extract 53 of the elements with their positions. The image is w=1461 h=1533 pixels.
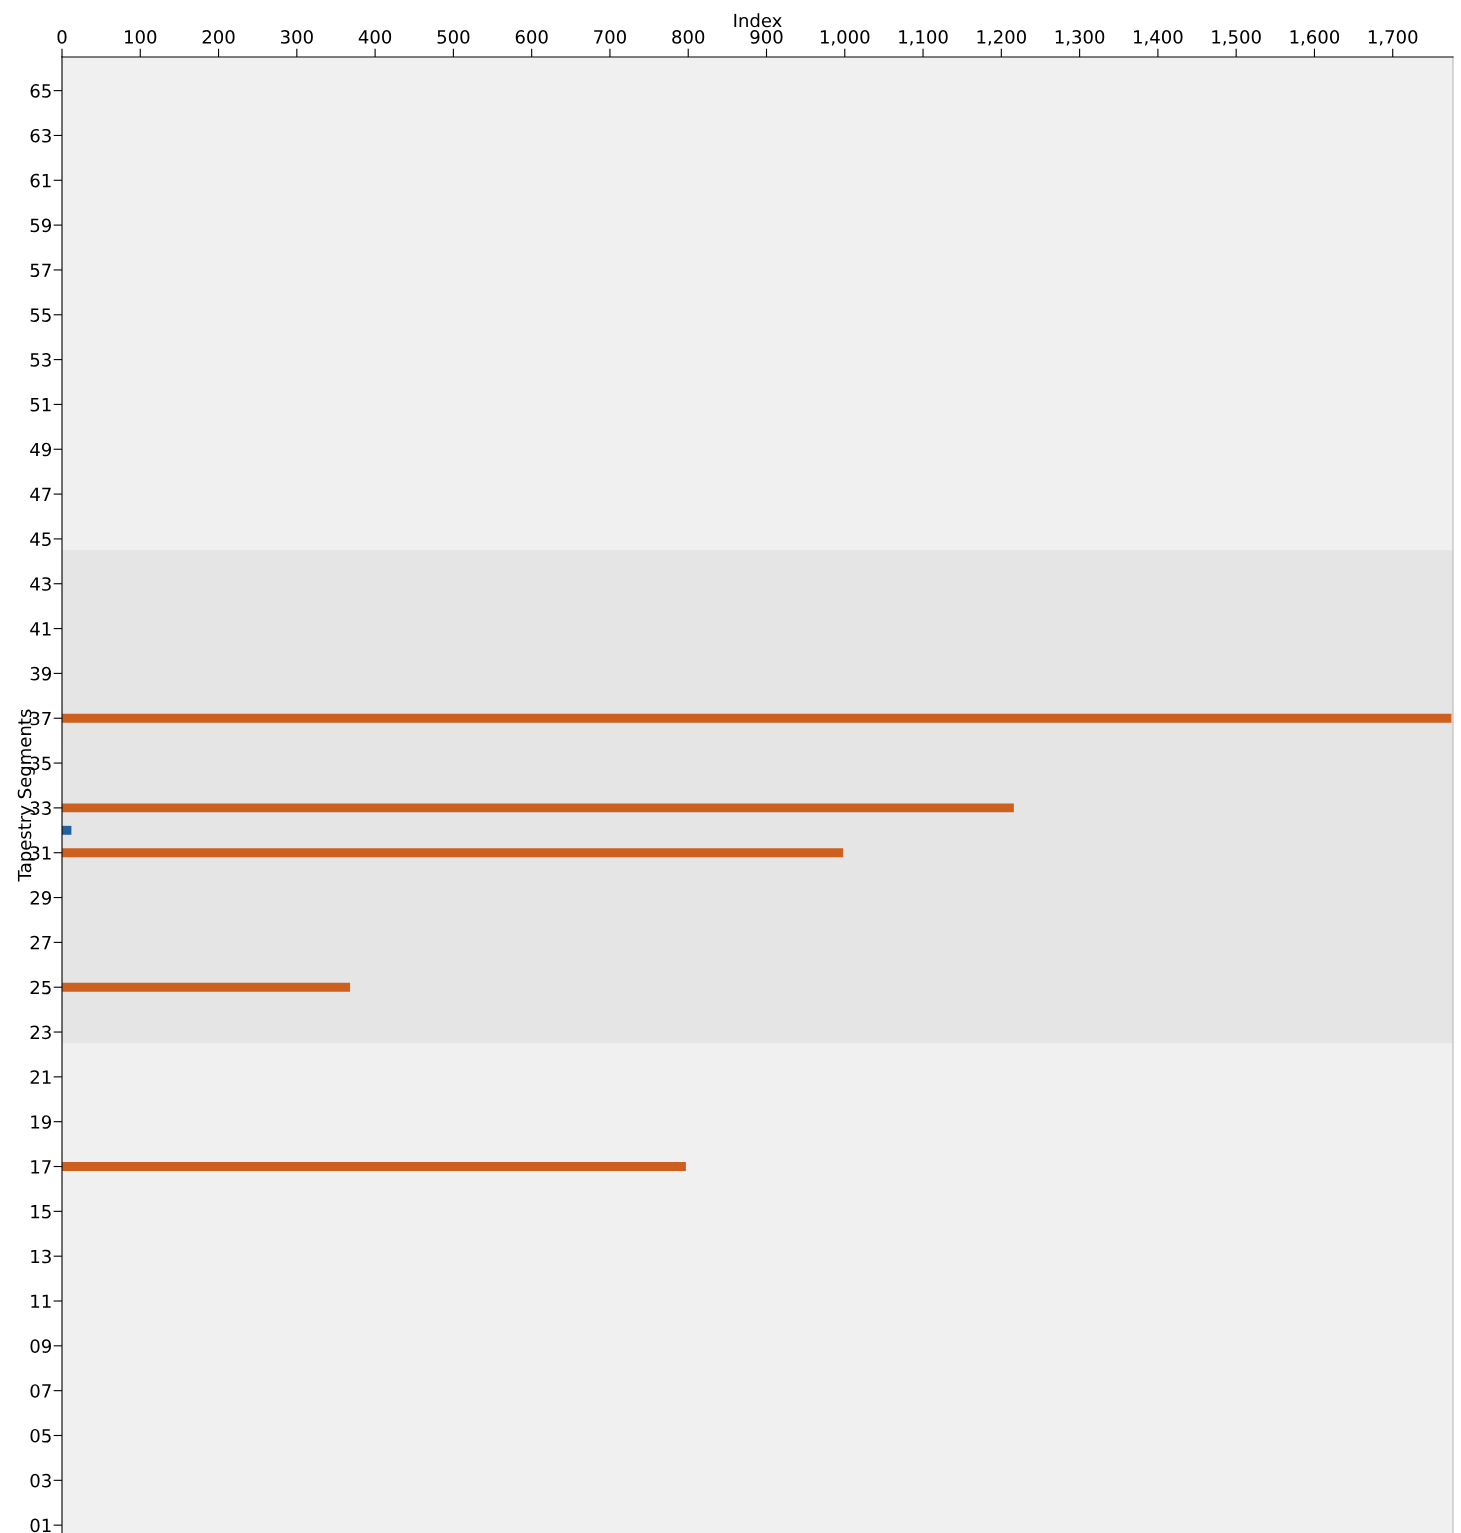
y-tick-label: 57	[30, 263, 51, 278]
y-tick-label: 23	[30, 1025, 51, 1040]
x-tick-label: 1,600	[1290, 30, 1340, 46]
y-tick-label: 25	[30, 980, 51, 995]
x-tick-label: 600	[515, 30, 548, 44]
x-tick-label: 800	[672, 30, 705, 44]
x-tick-label: 500	[437, 30, 470, 44]
y-tick-label: 07	[30, 1384, 51, 1398]
bar	[62, 713, 1452, 723]
y-tick-label: 13	[31, 1249, 51, 1264]
x-tick-label: 1,500	[1212, 30, 1261, 46]
y-tick-label: 45	[30, 532, 51, 547]
x-tick-label: 400	[358, 30, 392, 44]
y-tick-label: 55	[30, 308, 51, 322]
y-tick-label: 03	[30, 1473, 51, 1488]
y-tick-label: 15	[31, 1205, 51, 1219]
y-tick-label: 43	[30, 577, 51, 591]
x-tick-label: 1,400	[1134, 30, 1183, 46]
x-tick-label: 0	[57, 30, 67, 44]
y-tick-label: 61	[30, 173, 51, 188]
y-tick-label: 21	[30, 1070, 51, 1084]
y-tick-label: 17	[31, 1160, 51, 1174]
x-tick-label: 1,700	[1368, 30, 1418, 46]
y-tick-label: 51	[30, 398, 51, 412]
y-tick-label: 53	[30, 353, 51, 367]
y-tick-label: 19	[31, 1115, 52, 1129]
bar	[62, 848, 844, 858]
x-tick-label: 200	[202, 30, 235, 44]
y-tick-label: 41	[30, 622, 51, 636]
y-tick-label: 11	[31, 1294, 51, 1308]
y-tick-label: 05	[30, 1428, 51, 1443]
x-tick-label: 100	[125, 30, 157, 44]
y-tick-label: 29	[30, 891, 52, 905]
y-tick-label: 49	[30, 442, 52, 457]
y-tick-label: 59	[30, 218, 52, 233]
bar	[62, 803, 1014, 813]
bar	[62, 982, 351, 992]
x-tick-label: 1,200	[977, 30, 1026, 46]
x-tick-label: 700	[594, 30, 626, 44]
y-tick-label: 63	[30, 128, 51, 143]
y-tick-label: 47	[30, 487, 51, 501]
x-tick-label: 300	[280, 30, 313, 44]
y-tick-label: 39	[30, 666, 52, 681]
y-tick-label: 01	[30, 1518, 51, 1533]
y-tick-label: 09	[30, 1339, 52, 1353]
y-tick-label: 27	[30, 935, 51, 950]
x-axis-title: Index	[734, 13, 782, 28]
x-tick-label: 1,100	[899, 30, 948, 46]
x-tick-label: 900	[750, 30, 783, 44]
x-tick-label: 1,300	[1055, 30, 1105, 46]
y-tick-label: 65	[30, 84, 51, 98]
bar	[62, 1162, 686, 1171]
x-tick-label: 1,000	[820, 30, 870, 46]
